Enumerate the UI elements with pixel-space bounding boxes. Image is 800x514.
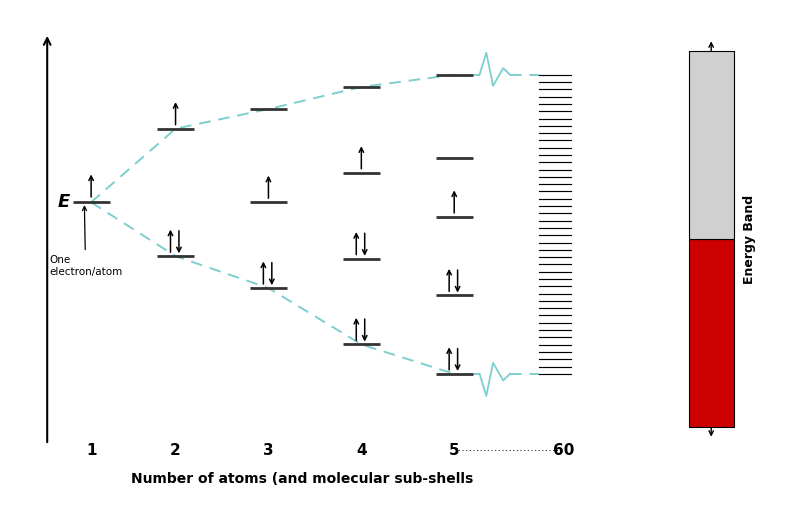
- Text: 1: 1: [86, 443, 96, 457]
- Text: 2: 2: [170, 443, 181, 457]
- Text: Occupied: Occupied: [706, 304, 716, 362]
- Text: ..............................: ..............................: [454, 443, 563, 452]
- Bar: [689, 239, 734, 427]
- Text: $\bfit{E}$: $\bfit{E}$: [58, 193, 71, 211]
- Text: 5: 5: [449, 443, 459, 457]
- Text: 3: 3: [263, 443, 274, 457]
- Text: 60: 60: [554, 443, 574, 457]
- Text: Energy Band: Energy Band: [742, 194, 755, 284]
- Text: Number of atoms (and molecular sub-shells: Number of atoms (and molecular sub-shell…: [131, 472, 474, 486]
- Text: 4: 4: [356, 443, 366, 457]
- Text: One
electron/atom: One electron/atom: [49, 207, 122, 277]
- Bar: [689, 51, 734, 239]
- Text: Vacant: Vacant: [706, 124, 716, 167]
